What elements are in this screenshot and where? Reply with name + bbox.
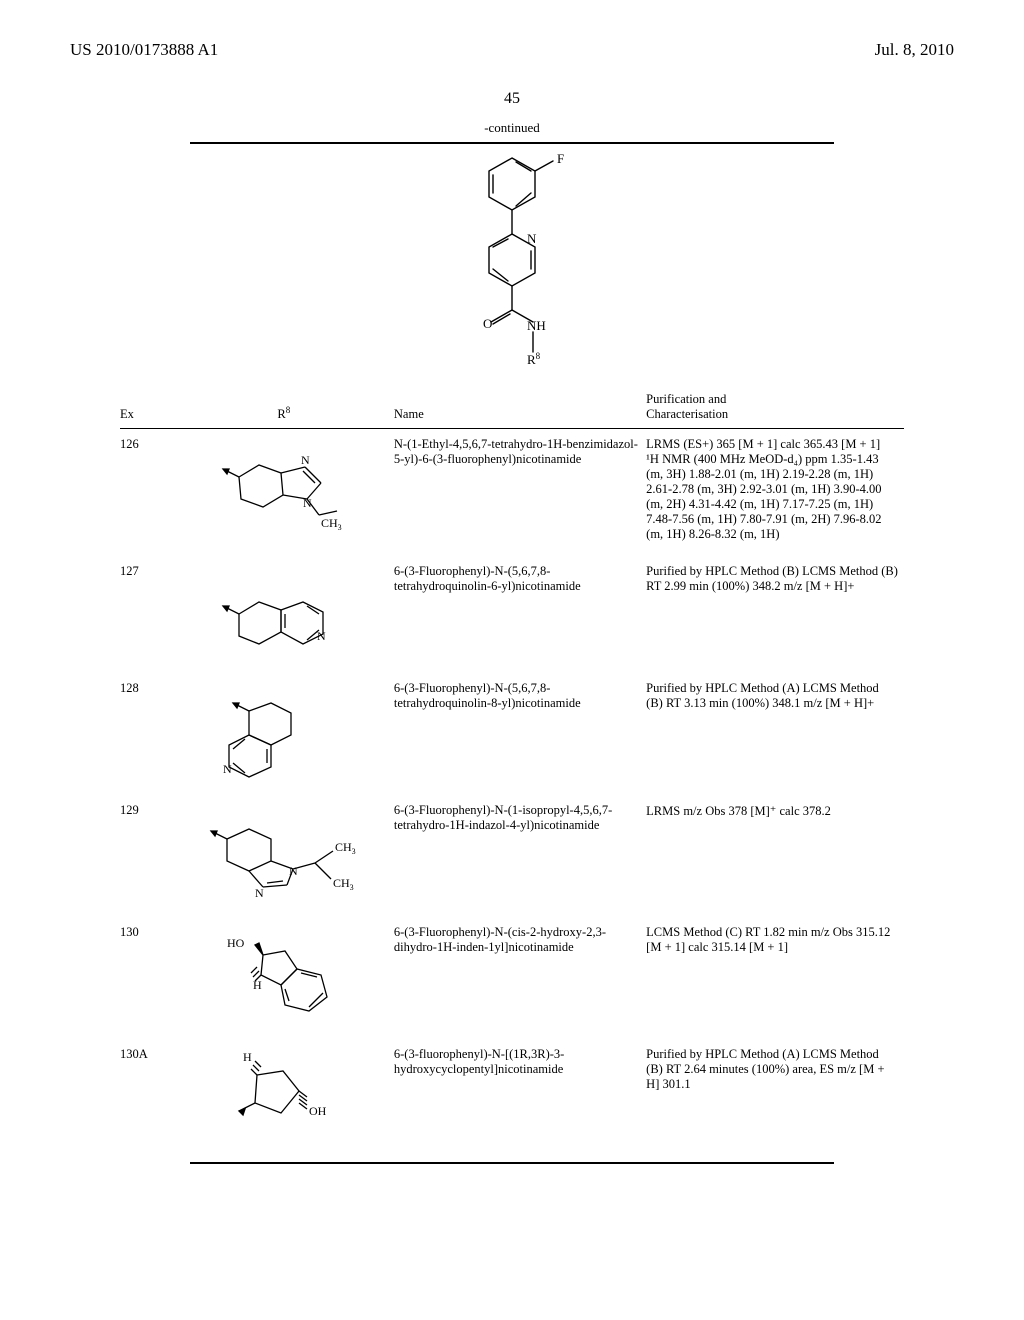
svg-text:CH3: CH3 bbox=[321, 516, 342, 532]
svg-text:OH: OH bbox=[309, 1104, 327, 1118]
scaffold-structure: F N O NH R8 bbox=[70, 150, 954, 380]
table-row: 130 bbox=[120, 917, 904, 1039]
table-row: 128 N 6-( bbox=[120, 673, 904, 795]
page-header: US 2010/0173888 A1 Jul. 8, 2010 bbox=[70, 40, 954, 60]
char-cell: Purified by HPLC Method (A) LCMS Method … bbox=[646, 1039, 904, 1156]
r8-cell: H OH bbox=[180, 1039, 394, 1156]
col-name: Name bbox=[394, 386, 646, 428]
svg-text:N: N bbox=[317, 629, 326, 643]
char-cell: LRMS (ES+) 365 [M + 1] calc 365.43 [M + … bbox=[646, 429, 904, 556]
r8-cell: HO H bbox=[180, 917, 394, 1039]
table-row: 126 bbox=[120, 429, 904, 556]
header-row: Ex R8 Name Purification and Characterisa… bbox=[120, 386, 904, 428]
name-cell: 6-(3-fluorophenyl)-N-[(1R,3R)-3-hydroxyc… bbox=[394, 1039, 646, 1156]
char-cell: Purified by HPLC Method (B) LCMS Method … bbox=[646, 556, 904, 673]
name-cell: 6-(3-Fluorophenyl)-N-(5,6,7,8-tetrahydro… bbox=[394, 673, 646, 795]
header-left: US 2010/0173888 A1 bbox=[70, 40, 218, 60]
continued-label: -continued bbox=[70, 120, 954, 136]
r8-cell: N bbox=[180, 556, 394, 673]
svg-text:N: N bbox=[301, 453, 310, 467]
svg-text:N: N bbox=[223, 762, 232, 776]
char-cell: LRMS m/z Obs 378 [M]⁺ calc 378.2 bbox=[646, 795, 904, 917]
r8-cell: N bbox=[180, 673, 394, 795]
r8-cell: N N CH3 CH3 bbox=[180, 795, 394, 917]
svg-text:N: N bbox=[303, 496, 312, 510]
svg-text:O: O bbox=[483, 316, 492, 331]
ex-cell: 130A bbox=[120, 1039, 180, 1156]
r8-cell: N N CH3 bbox=[180, 429, 394, 556]
name-cell: 6-(3-Fluorophenyl)-N-(cis-2-hydroxy-2,3-… bbox=[394, 917, 646, 1039]
svg-text:N: N bbox=[255, 886, 264, 900]
ex-cell: 126 bbox=[120, 429, 180, 556]
svg-text:HO: HO bbox=[227, 936, 245, 950]
header-right: Jul. 8, 2010 bbox=[875, 40, 954, 60]
svg-text:R8: R8 bbox=[527, 351, 541, 367]
svg-text:H: H bbox=[253, 978, 262, 992]
svg-text:NH: NH bbox=[527, 318, 546, 333]
col-r8: R8 bbox=[180, 386, 394, 428]
svg-text:N: N bbox=[527, 231, 537, 246]
col-char: Purification and Characterisation bbox=[646, 386, 904, 428]
bottom-rule bbox=[190, 1162, 834, 1164]
name-cell: 6-(3-Fluorophenyl)-N-(1-isopropyl-4,5,6,… bbox=[394, 795, 646, 917]
svg-text:H: H bbox=[243, 1050, 252, 1064]
name-cell: N-(1-Ethyl-4,5,6,7-tetrahydro-1H-benzimi… bbox=[394, 429, 646, 556]
table-row: 129 bbox=[120, 795, 904, 917]
ex-cell: 127 bbox=[120, 556, 180, 673]
ex-cell: 128 bbox=[120, 673, 180, 795]
svg-text:N: N bbox=[289, 864, 298, 878]
table-row: 130A bbox=[120, 1039, 904, 1156]
ex-cell: 129 bbox=[120, 795, 180, 917]
svg-text:CH3: CH3 bbox=[333, 876, 354, 892]
name-cell: 6-(3-Fluorophenyl)-N-(5,6,7,8-tetrahydro… bbox=[394, 556, 646, 673]
col-ex: Ex bbox=[120, 386, 180, 428]
compound-table: Ex R8 Name Purification and Characterisa… bbox=[120, 386, 904, 1156]
svg-text:F: F bbox=[557, 151, 564, 166]
svg-text:CH3: CH3 bbox=[335, 840, 356, 856]
char-cell: Purified by HPLC Method (A) LCMS Method … bbox=[646, 673, 904, 795]
table-row: 127 N 6-( bbox=[120, 556, 904, 673]
char-cell: LCMS Method (C) RT 1.82 min m/z Obs 315.… bbox=[646, 917, 904, 1039]
top-rule bbox=[190, 142, 834, 144]
page-number: 45 bbox=[70, 90, 954, 108]
ex-cell: 130 bbox=[120, 917, 180, 1039]
